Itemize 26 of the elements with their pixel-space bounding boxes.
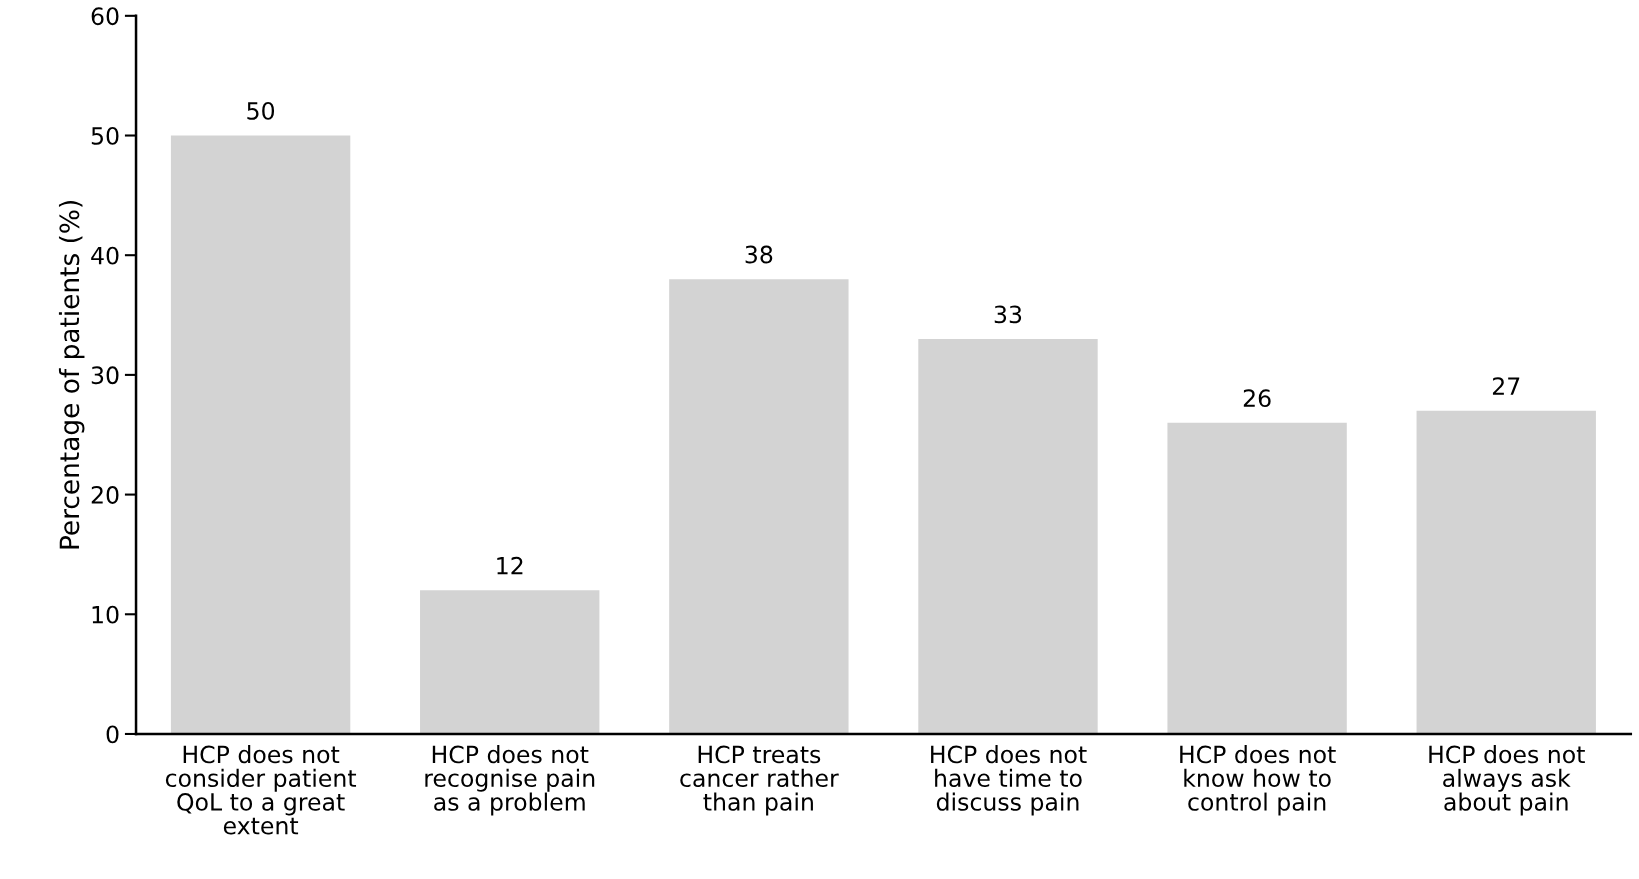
y-tick-label: 50: [91, 126, 119, 145]
x-tick-label: HCP does not have time to discuss pain: [931, 745, 1087, 816]
x-tick-label: HCP treats cancer rather than pain: [680, 745, 839, 816]
y-tick-label: 20: [91, 486, 119, 504]
data-label: 27: [1492, 377, 1520, 395]
x-tick-label: HCP does not recognise pain as a problem: [425, 745, 595, 816]
data-label: 26: [1243, 389, 1271, 408]
y-tick-label: 0: [106, 725, 119, 744]
data-label: 50: [247, 101, 275, 120]
y-tick-label: 60: [91, 7, 119, 26]
x-tick-label: HCP does not consider patient QoL to a great extent: [165, 745, 357, 835]
bar: [170, 135, 351, 734]
bar: [1416, 410, 1596, 734]
data-label: 12: [497, 556, 523, 575]
y-tick-label: 10: [92, 605, 119, 624]
data-label: 33: [994, 305, 1022, 324]
y-tick-label: 30: [91, 366, 119, 385]
x-tick-label: HCP does not always ask about pain: [1429, 745, 1585, 816]
bar: [420, 590, 600, 734]
x-tick-label: HCP does not know how to control pain: [1180, 745, 1336, 816]
data-label: 38: [745, 245, 773, 264]
bar: [669, 279, 849, 734]
y-tick-label: 40: [91, 246, 119, 265]
y-axis-title: Percentage of patients (%): [58, 200, 85, 549]
bar: [918, 338, 1098, 734]
bar: [1167, 422, 1347, 734]
